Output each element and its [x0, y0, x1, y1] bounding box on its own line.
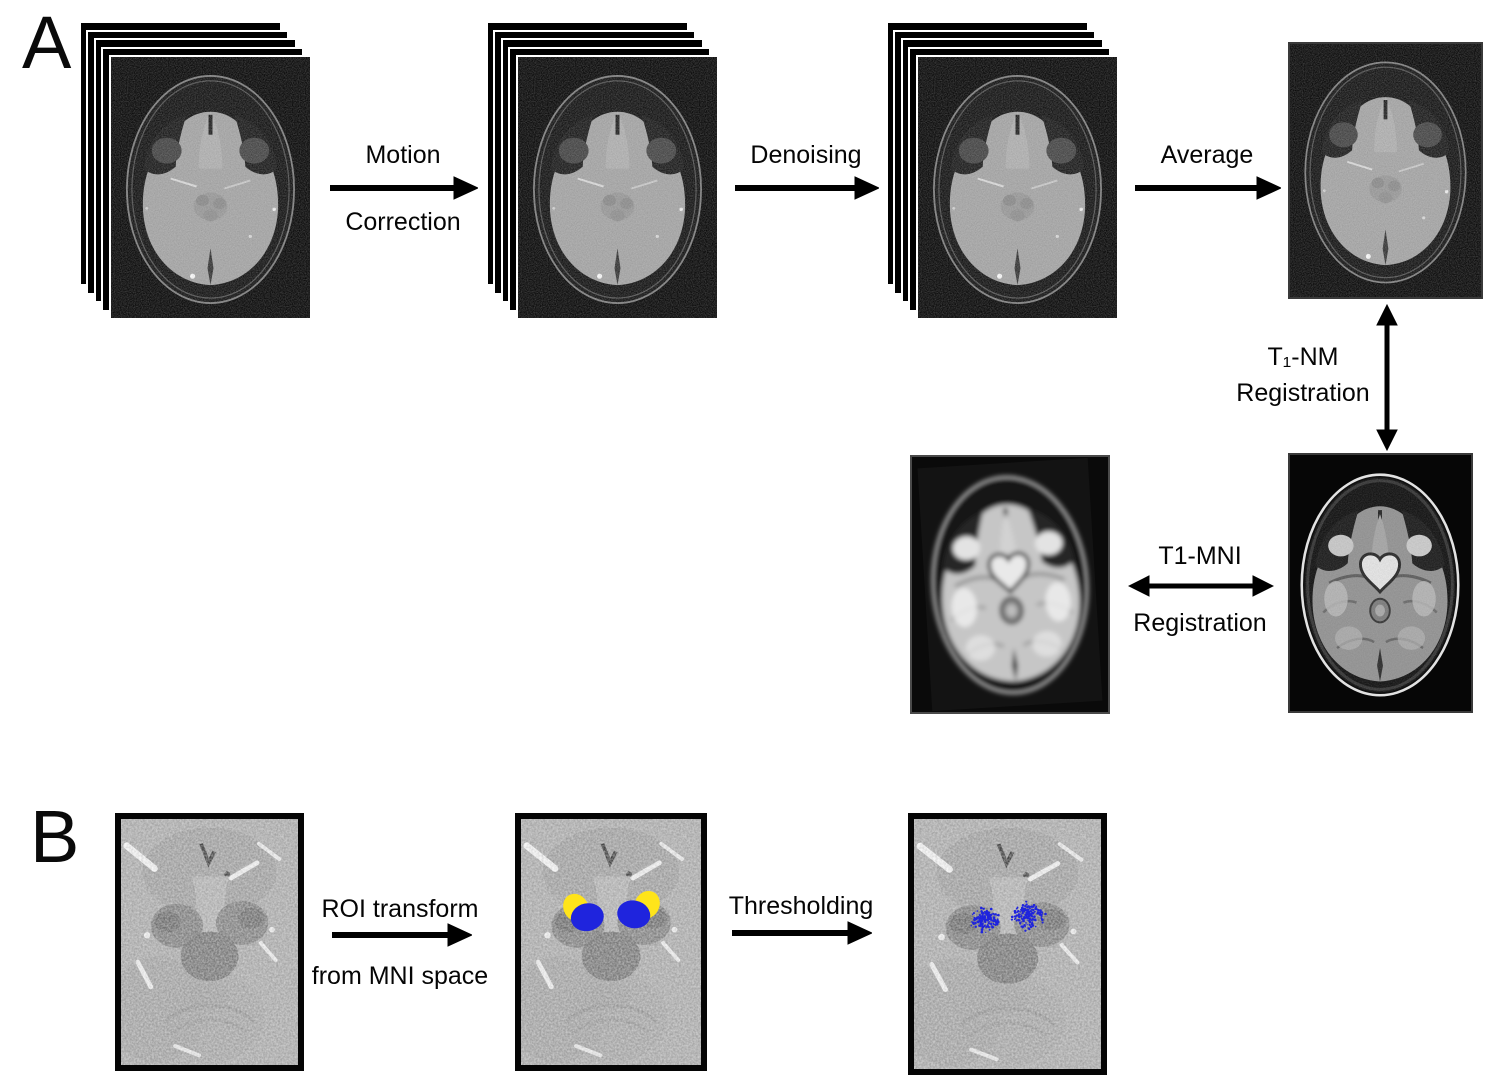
t1-nm-registration-label: T₁-NM Registration	[1228, 339, 1378, 411]
roi-transform-arrow	[332, 923, 472, 947]
panel-b-label: B	[30, 795, 80, 878]
midbrain-roi-overlay-image	[515, 813, 707, 1071]
motion-correction-arrow	[330, 176, 478, 200]
t1-mni-label-line2: Registration	[1133, 609, 1267, 637]
t1-nm-label-line1: T₁-NM	[1267, 343, 1339, 371]
stack-frame-front	[916, 55, 1119, 320]
threshold-voxels-right	[1010, 900, 1047, 932]
stack-frame-front	[516, 55, 719, 320]
t1-weighted-image	[1288, 453, 1473, 713]
midbrain-slice-image	[914, 819, 1101, 1069]
midbrain-thresholded-image	[908, 813, 1107, 1075]
thresholding-arrow	[732, 921, 872, 945]
stack-frame-front	[109, 55, 312, 320]
nm-mri-stack-denoised	[886, 21, 1119, 320]
mni-template-image	[910, 455, 1110, 714]
roi-blob-right	[617, 900, 651, 929]
nm-mri-stack-motion-corrected	[486, 21, 719, 320]
nm-brain-slice-image	[111, 57, 310, 318]
nm-brain-slice-image	[1290, 44, 1481, 297]
average-arrow	[1135, 176, 1281, 200]
roi-blob-left	[570, 903, 604, 932]
nm-mri-stack-raw	[79, 21, 312, 320]
panel-a-label: A	[22, 1, 72, 84]
threshold-voxels-left	[970, 906, 1000, 934]
midbrain-zoom-image	[115, 813, 304, 1071]
arrow-label-from-mni-space: from MNI space	[311, 962, 489, 990]
denoising-arrow	[735, 176, 879, 200]
nm-brain-slice-image	[518, 57, 717, 318]
arrow-label-thresholding: Thresholding	[728, 892, 874, 920]
midbrain-slice-image	[521, 819, 701, 1065]
t1-mni-label-line1: T1-MNI	[1158, 542, 1242, 570]
nm-brain-slice-image	[918, 57, 1117, 318]
averaged-nm-image	[1288, 42, 1483, 299]
t1-nm-registration-arrow	[1376, 304, 1398, 451]
t1-mni-registration-arrow	[1128, 575, 1274, 597]
arrow-label-average: Average	[1160, 141, 1254, 169]
midbrain-slice-image	[121, 819, 298, 1065]
arrow-label-motion: Motion	[365, 141, 441, 169]
arrow-label-denoising: Denoising	[750, 141, 862, 169]
mni-brain-slice-image	[912, 457, 1108, 712]
arrow-label-roi-transform: ROI transform	[321, 895, 479, 923]
arrow-label-correction: Correction	[345, 208, 461, 236]
t1-nm-label-line2: Registration	[1236, 379, 1370, 407]
t1-brain-slice-image	[1290, 455, 1471, 711]
